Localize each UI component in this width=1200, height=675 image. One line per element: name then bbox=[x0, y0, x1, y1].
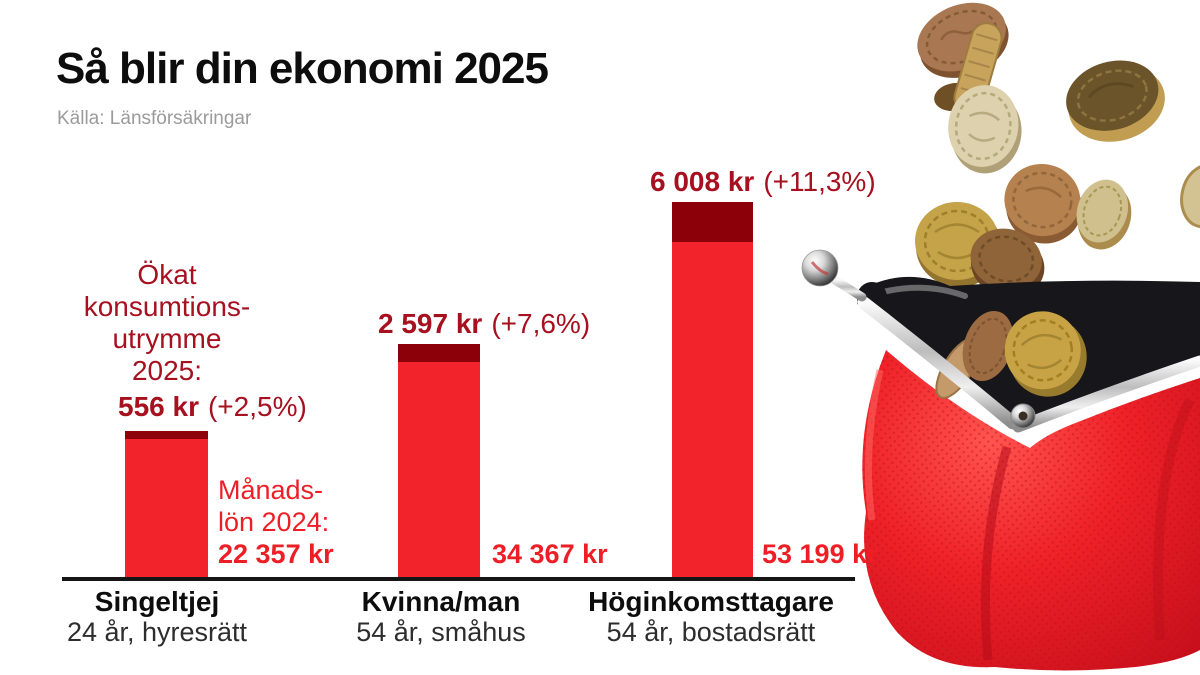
value-label-hoginkomsttagare: 6 008 kr (+11,3%) bbox=[650, 166, 876, 198]
salary-note-line: lön 2024: bbox=[218, 507, 330, 537]
category-kvinna-man: Kvinna/man 54 år, småhus bbox=[356, 586, 526, 647]
annotation-line: Ökat bbox=[137, 259, 197, 290]
increase-percent: (+11,3%) bbox=[763, 166, 876, 197]
bar-singeltjej-increase-cap bbox=[125, 431, 208, 439]
category-name: Höginkomsttagare bbox=[588, 586, 834, 617]
salary-value-kvinna-man: 34 367 kr bbox=[492, 539, 608, 569]
bar-kvinna-man bbox=[398, 344, 480, 577]
category-sublabel: 24 år, hyresrätt bbox=[66, 617, 248, 647]
bar-singeltjej bbox=[125, 431, 208, 577]
salary-note: Månads- lön 2024: 22 357 kr bbox=[218, 474, 334, 570]
category-name: Singeltjej bbox=[94, 586, 220, 617]
bar-kvinna-man-increase-cap bbox=[398, 344, 480, 362]
increase-amount: 556 kr bbox=[118, 391, 199, 422]
value-label-singeltjej: 556 kr (+2,5%) bbox=[118, 391, 307, 423]
category-sublabel: 54 år, bostadsrätt bbox=[606, 617, 816, 647]
source-label: Källa: Länsförsäkringar bbox=[57, 108, 252, 129]
page-title: Så blir din ekonomi 2025 bbox=[56, 44, 549, 93]
annotation-heading: Ökat konsumtions- utrymme 2025: bbox=[56, 259, 278, 387]
increase-percent: (+2,5%) bbox=[207, 391, 307, 422]
value-label-kvinna-man: 2 597 kr (+7,6%) bbox=[378, 308, 590, 340]
salary-value-singeltjej: 22 357 kr bbox=[218, 539, 334, 569]
increase-amount: 2 597 kr bbox=[378, 308, 483, 339]
annotation-line: konsumtions- bbox=[83, 291, 251, 322]
x-axis-line bbox=[62, 577, 855, 581]
annotation-line: utrymme bbox=[112, 323, 222, 354]
category-hoginkomsttagare: Höginkomsttagare 54 år, bostadsrätt bbox=[588, 586, 834, 647]
salary-value-hoginkomsttagare: 53 199 kr bbox=[762, 539, 878, 569]
increase-percent: (+7,6%) bbox=[491, 308, 591, 339]
bar-hoginkomsttagare-increase-cap bbox=[672, 202, 753, 242]
category-singeltjej: Singeltjej 24 år, hyresrätt bbox=[67, 586, 247, 647]
salary-note-line: Månads- bbox=[218, 475, 324, 505]
bar-hoginkomsttagare bbox=[672, 202, 753, 577]
category-name: Kvinna/man bbox=[361, 586, 521, 617]
increase-amount: 6 008 kr bbox=[650, 166, 755, 197]
category-sublabel: 54 år, småhus bbox=[356, 617, 526, 647]
annotation-line: 2025: bbox=[131, 355, 203, 386]
